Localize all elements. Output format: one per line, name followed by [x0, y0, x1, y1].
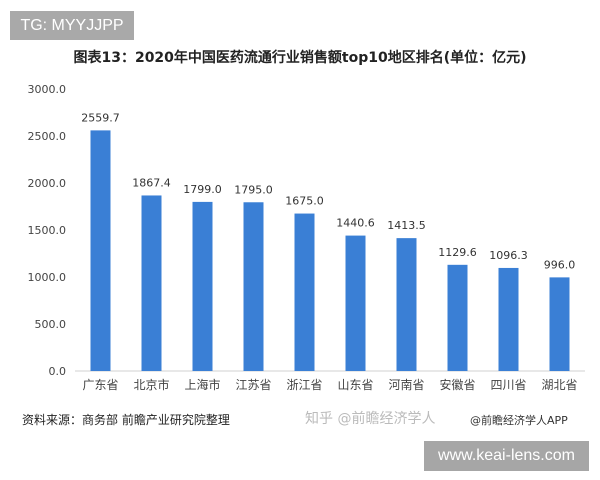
y-tick-label: 1500.0 [28, 224, 67, 237]
x-tick-label: 江苏省 [235, 378, 271, 392]
bar [141, 195, 162, 371]
x-tick-label: 河南省 [388, 377, 424, 392]
data-label: 1096.3 [489, 249, 528, 262]
x-tick-label: 浙江省 [286, 378, 322, 392]
data-label: 1799.0 [183, 183, 222, 196]
bar [447, 264, 468, 371]
bar [549, 277, 570, 371]
y-tick-label: 3000.0 [28, 83, 67, 96]
bar [498, 267, 519, 371]
y-tick-label: 1000.0 [28, 271, 67, 284]
data-label: 1867.4 [132, 176, 171, 189]
data-label: 1440.6 [336, 217, 375, 230]
x-tick-label: 北京市 [133, 377, 169, 392]
y-tick-label: 0.0 [49, 365, 67, 378]
zhihu-watermark: 知乎 @前瞻经济学人 [305, 411, 436, 427]
site-watermark: www.keai-lens.com [424, 441, 589, 471]
bar [396, 238, 417, 371]
data-label: 1413.5 [387, 219, 426, 232]
x-tick-label: 广东省 [82, 378, 118, 392]
bar [243, 202, 264, 371]
bar [294, 213, 315, 371]
bar [345, 235, 366, 371]
data-label: 996.0 [544, 258, 576, 271]
data-label: 1795.0 [234, 183, 273, 196]
x-tick-label: 上海市 [184, 377, 220, 392]
y-tick-label: 2500.0 [28, 130, 67, 143]
data-label: 2559.7 [81, 111, 120, 124]
x-tick-label: 四川省 [490, 378, 526, 392]
bar [192, 201, 213, 371]
chart-title: 图表13：2020年中国医药流通行业销售额top10地区排名(单位：亿元) [73, 50, 527, 66]
x-tick-label: 湖北省 [541, 377, 577, 392]
data-label: 1129.6 [438, 246, 477, 259]
y-tick-label: 500.0 [35, 318, 67, 331]
source-note: 资料来源：商务部 前瞻产业研究院整理 [22, 413, 230, 427]
x-tick-label: 安徽省 [439, 377, 475, 392]
data-label: 1675.0 [285, 195, 324, 208]
app-credit: @前瞻经济学人APP [470, 414, 568, 427]
y-tick-label: 2000.0 [28, 177, 67, 190]
watermark-tag: TG: MYYJJPP [10, 11, 134, 40]
x-tick-label: 山东省 [337, 378, 373, 392]
bar [90, 130, 111, 371]
